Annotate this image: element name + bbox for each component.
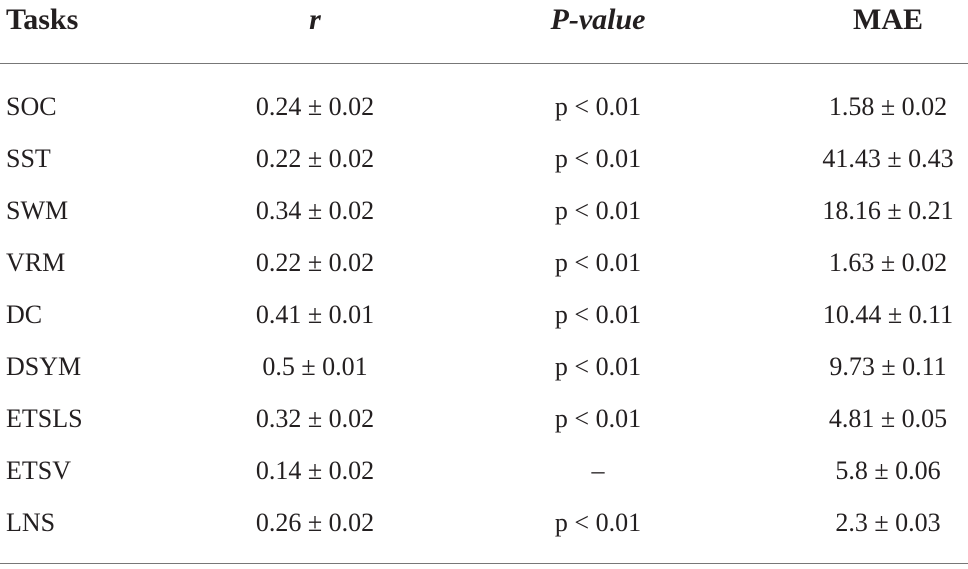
- table-cell: 9.73 ± 0.11: [829, 352, 947, 381]
- table-cell: 41.43 ± 0.43: [822, 144, 954, 173]
- table-cell: p < 0.01: [554, 196, 642, 225]
- table-cell: p < 0.01: [554, 144, 642, 173]
- table-cell: 0.14 ± 0.02: [255, 456, 375, 485]
- task-name: VRM: [6, 248, 66, 277]
- table-cell: p < 0.01: [554, 248, 642, 277]
- task-name: SWM: [6, 196, 69, 225]
- table-cell: 5.8 ± 0.06: [835, 456, 941, 485]
- table-cell: 1.58 ± 0.02: [828, 92, 948, 121]
- task-name: SST: [6, 144, 51, 173]
- table-cell: 4.81 ± 0.05: [828, 404, 948, 433]
- table-cell: 0.32 ± 0.02: [255, 404, 375, 433]
- task-name: ETSV: [6, 456, 71, 485]
- task-name: LNS: [6, 508, 56, 537]
- table-cell: p < 0.01: [554, 300, 642, 329]
- table-cell: 2.3 ± 0.03: [835, 508, 941, 537]
- column-header: P-value: [550, 3, 646, 36]
- table-cell: 18.16 ± 0.21: [822, 196, 954, 225]
- task-name: ETSLS: [6, 404, 83, 433]
- table-cell: p < 0.01: [554, 92, 642, 121]
- header-rule: [0, 63, 968, 64]
- table-cell: 1.63 ± 0.02: [828, 248, 948, 277]
- table-cell: p < 0.01: [554, 508, 642, 537]
- table-cell: 0.41 ± 0.01: [255, 300, 375, 329]
- column-header: r: [309, 3, 321, 36]
- table-cell: 0.22 ± 0.02: [255, 248, 375, 277]
- table-cell: 0.26 ± 0.02: [255, 508, 375, 537]
- table-cell: 10.44 ± 0.11: [822, 300, 954, 329]
- column-header: MAE: [853, 3, 923, 36]
- task-name: DC: [6, 300, 43, 329]
- table-cell: p < 0.01: [554, 404, 642, 433]
- task-name: SOC: [6, 92, 57, 121]
- table-cell: 0.22 ± 0.02: [255, 144, 375, 173]
- column-header: Tasks: [6, 3, 79, 36]
- table-cell: p < 0.01: [554, 352, 642, 381]
- bottom-rule: [0, 563, 968, 564]
- task-name: DSYM: [6, 352, 82, 381]
- table-cell: 0.34 ± 0.02: [255, 196, 375, 225]
- table-cell: –: [591, 456, 605, 485]
- table-cell: 0.5 ± 0.01: [262, 352, 368, 381]
- table-cell: 0.24 ± 0.02: [255, 92, 375, 121]
